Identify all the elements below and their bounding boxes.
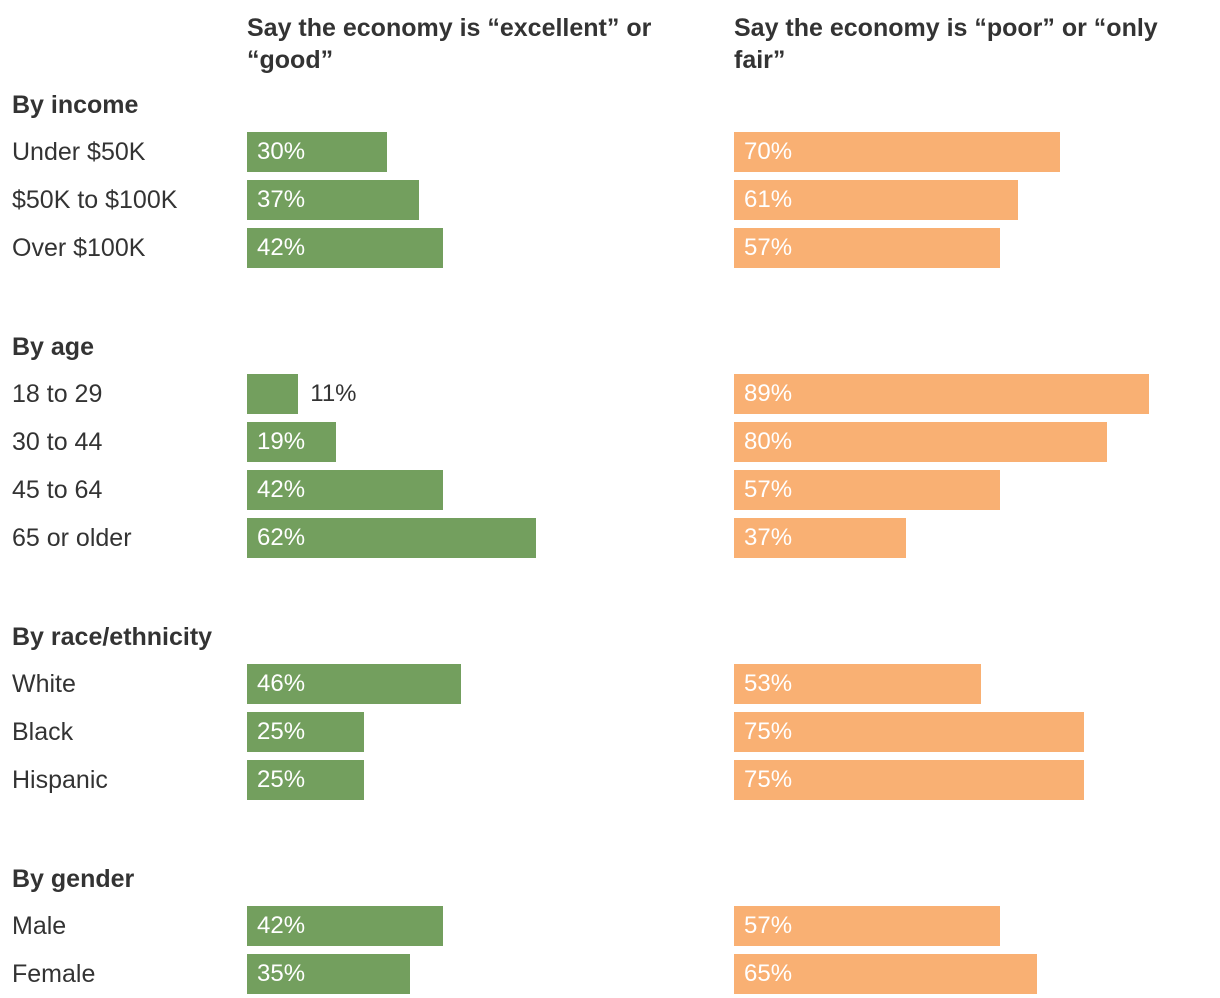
row-label: Over $100K [12, 234, 146, 262]
bar-poor [734, 470, 1000, 510]
bar-good [247, 906, 443, 946]
bar-value-label-good: 19% [257, 428, 306, 455]
group-title: By gender [12, 865, 135, 893]
bar-value-label-poor: 37% [744, 524, 793, 551]
bar-value-label-poor: 75% [744, 766, 793, 793]
row-label: Black [12, 718, 74, 746]
bar-poor [734, 760, 1084, 800]
bar-value-label-good: 11% [310, 380, 357, 407]
bar-value-label-poor: 75% [744, 718, 793, 745]
bar-value-label-poor: 89% [744, 380, 793, 407]
group-title: By age [12, 333, 94, 361]
bar-poor [734, 954, 1037, 994]
row-label: 30 to 44 [12, 428, 103, 456]
column-header-good: Say the economy is “excellent” or “good” [247, 14, 652, 74]
row-label: 45 to 64 [12, 476, 103, 504]
group-title: By income [12, 91, 139, 119]
bar-poor [734, 518, 907, 558]
bar-value-label-good: 25% [257, 718, 306, 745]
bar-value-label-good: 30% [257, 138, 306, 165]
bar-value-label-good: 46% [257, 670, 306, 697]
bar-good [247, 228, 443, 268]
bar-poor [734, 132, 1061, 172]
bar-good [247, 760, 364, 800]
bar-poor [734, 228, 1000, 268]
bar-value-label-poor: 65% [744, 960, 793, 987]
row-label: 65 or older [12, 524, 132, 552]
bar-good [247, 664, 462, 704]
bar-good [247, 374, 299, 414]
row-label: $50K to $100K [12, 186, 178, 214]
bar-value-label-good: 42% [257, 912, 306, 939]
bar-poor [734, 664, 981, 704]
bar-value-label-good: 42% [257, 234, 306, 261]
bar-value-label-good: 37% [257, 186, 306, 213]
bar-good [247, 954, 411, 994]
bar-value-label-good: 62% [257, 524, 306, 551]
bar-good [247, 712, 364, 752]
bar-value-label-poor: 80% [744, 428, 793, 455]
bar-good [247, 132, 387, 172]
bar-poor [734, 906, 1000, 946]
row-label: Under $50K [12, 138, 146, 166]
row-label: Male [12, 912, 67, 940]
bar-value-label-poor: 70% [744, 138, 793, 165]
bar-poor [734, 712, 1084, 752]
bar-poor [734, 180, 1019, 220]
row-label: 18 to 29 [12, 380, 103, 408]
bar-value-label-poor: 61% [744, 186, 793, 213]
bar-good [247, 470, 443, 510]
bar-value-label-poor: 57% [744, 234, 793, 261]
group-title: By race/ethnicity [12, 623, 213, 651]
row-label: Female [12, 960, 96, 988]
bar-value-label-good: 35% [257, 960, 306, 987]
bar-poor [734, 422, 1107, 462]
bar-good [247, 422, 336, 462]
column-header-poor: Say the economy is “poor” or “only fair” [734, 14, 1158, 74]
bar-value-label-poor: 57% [744, 912, 793, 939]
bar-poor [734, 374, 1149, 414]
bar-value-label-poor: 57% [744, 476, 793, 503]
bar-value-label-poor: 53% [744, 670, 793, 697]
bar-good [247, 518, 536, 558]
bar-value-label-good: 42% [257, 476, 306, 503]
bar-value-label-good: 25% [257, 766, 306, 793]
row-label: White [12, 670, 76, 698]
row-label: Hispanic [12, 766, 108, 794]
bar-good [247, 180, 420, 220]
